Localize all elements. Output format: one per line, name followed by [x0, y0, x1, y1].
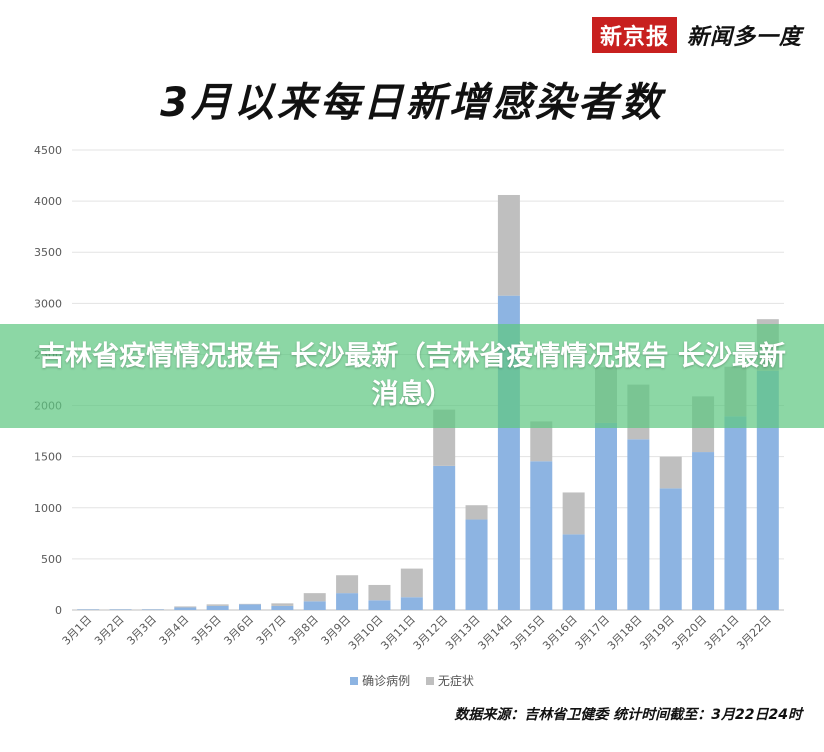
bar-confirmed	[368, 600, 391, 610]
x-tick-label: 3月17日	[573, 613, 613, 653]
legend-item-asymptomatic: 无症状	[425, 672, 474, 689]
y-tick-label: 0	[55, 604, 62, 617]
bar-confirmed	[206, 605, 229, 610]
bar-confirmed	[659, 488, 682, 610]
bar-asymptomatic	[562, 492, 585, 535]
bar-confirmed	[595, 422, 617, 610]
x-tick-label: 3月8日	[286, 613, 321, 648]
x-tick-label: 3月22日	[734, 613, 774, 653]
bar-confirmed	[756, 370, 779, 610]
x-tick-label: 3月7日	[254, 613, 289, 648]
x-tick-label: 3月2日	[92, 613, 127, 648]
bar-confirmed	[77, 609, 100, 610]
bar-confirmed	[627, 439, 650, 610]
bar-confirmed	[562, 534, 585, 610]
x-tick-label: 3月20日	[670, 613, 710, 653]
legend-item-confirmed: 确诊病例	[350, 672, 410, 689]
x-tick-label: 3月14日	[475, 613, 515, 653]
bar-asymptomatic	[497, 194, 520, 296]
data-source: 数据来源：吉林省卫健委 统计时间截至：3月22日24时	[454, 707, 802, 723]
bar-confirmed	[174, 607, 197, 610]
bar-asymptomatic	[530, 421, 553, 462]
chart-legend: 确诊病例 无症状	[0, 672, 824, 689]
x-tick-label: 3月1日	[60, 613, 95, 648]
x-tick-label: 3月10日	[346, 613, 386, 653]
x-tick-label: 3月21日	[702, 613, 742, 653]
y-tick-label: 3000	[34, 297, 62, 310]
bar-asymptomatic	[239, 603, 261, 605]
bar-asymptomatic	[465, 505, 488, 520]
bar-asymptomatic	[336, 575, 359, 594]
y-tick-label: 1000	[34, 502, 62, 515]
bar-confirmed	[465, 519, 488, 610]
bar-asymptomatic	[368, 584, 391, 601]
bar-confirmed	[336, 593, 359, 610]
bar-confirmed	[303, 601, 326, 610]
legend-swatch-confirmed	[350, 676, 359, 685]
x-tick-label: 3月19日	[637, 613, 677, 653]
x-tick-label: 3月4日	[157, 613, 192, 648]
bar-confirmed	[433, 465, 456, 610]
bar-confirmed	[530, 461, 553, 610]
bar-asymptomatic	[174, 606, 197, 608]
y-tick-label: 4000	[34, 195, 62, 208]
overlay-banner: 吉林省疫情情况报告 长沙最新（吉林省疫情情况报告 长沙最新消息）	[0, 324, 824, 428]
bar-asymptomatic	[400, 568, 423, 598]
bar-confirmed	[141, 609, 164, 610]
bar-confirmed	[109, 609, 132, 610]
x-tick-label: 3月11日	[378, 613, 418, 653]
legend-swatch-asymptomatic	[425, 676, 434, 685]
x-tick-label: 3月3日	[124, 613, 159, 648]
chart-title: 3月以来每日新增感染者数	[160, 80, 664, 126]
x-tick-label: 3月5日	[189, 613, 224, 648]
x-tick-label: 3月12日	[411, 613, 451, 653]
x-tick-label: 3月6日	[221, 613, 256, 648]
y-tick-label: 3500	[34, 246, 62, 259]
x-tick-label: 3月18日	[605, 613, 645, 653]
brand-slogan: 新闻多一度	[686, 25, 802, 50]
bar-confirmed	[239, 604, 261, 610]
bar-confirmed	[692, 452, 715, 610]
bar-confirmed	[724, 416, 747, 610]
bar-confirmed	[400, 597, 423, 610]
y-tick-label: 4500	[34, 144, 62, 157]
x-tick-label: 3月16日	[540, 613, 580, 653]
y-tick-label: 500	[41, 553, 62, 566]
brand-logo: 新京报 新闻多一度	[591, 17, 802, 53]
bar-asymptomatic	[206, 604, 229, 606]
x-tick-label: 3月15日	[508, 613, 548, 653]
bar-asymptomatic	[271, 603, 294, 606]
y-tick-label: 1500	[34, 451, 62, 464]
legend-label-confirmed: 确诊病例	[362, 674, 411, 688]
bar-asymptomatic	[659, 456, 682, 489]
x-tick-label: 3月13日	[443, 613, 483, 653]
brand-name: 新京报	[591, 17, 677, 53]
bar-asymptomatic	[303, 593, 326, 602]
legend-label-asymptomatic: 无症状	[437, 674, 474, 688]
bar-confirmed	[271, 605, 294, 610]
banner-text: 吉林省疫情情况报告 长沙最新（吉林省疫情情况报告 长沙最新消息）	[38, 341, 786, 410]
